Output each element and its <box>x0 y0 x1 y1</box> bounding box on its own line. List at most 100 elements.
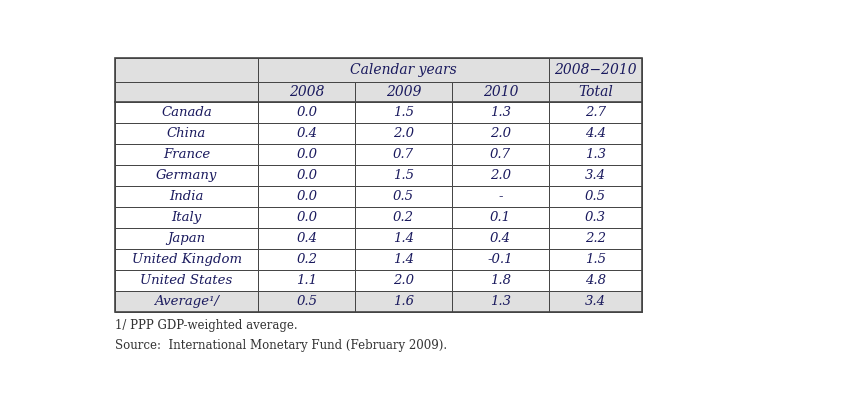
Text: 2.2: 2.2 <box>584 232 606 245</box>
Bar <box>115 144 258 165</box>
Bar <box>548 291 642 312</box>
Text: 2.0: 2.0 <box>393 127 414 140</box>
Text: 2010: 2010 <box>482 85 518 99</box>
Text: 1.4: 1.4 <box>393 232 414 245</box>
Bar <box>115 165 258 186</box>
Bar <box>355 82 452 102</box>
Text: 1.3: 1.3 <box>490 106 511 119</box>
Bar <box>452 207 548 228</box>
Bar <box>355 270 452 291</box>
Bar <box>452 82 548 102</box>
Text: 0.0: 0.0 <box>297 169 317 182</box>
Text: 0.5: 0.5 <box>393 190 414 203</box>
Bar <box>548 186 642 207</box>
Text: 0.4: 0.4 <box>490 232 511 245</box>
Bar <box>452 270 548 291</box>
Bar <box>355 165 452 186</box>
Bar <box>258 291 355 312</box>
Text: Calendar years: Calendar years <box>351 63 457 77</box>
Text: 3.4: 3.4 <box>584 169 606 182</box>
Bar <box>548 102 642 123</box>
Text: 1.5: 1.5 <box>393 106 414 119</box>
Text: 0.5: 0.5 <box>584 190 606 203</box>
Bar <box>548 165 642 186</box>
Text: 2009: 2009 <box>386 85 422 99</box>
Bar <box>452 291 548 312</box>
Text: 0.2: 0.2 <box>297 253 317 266</box>
Text: 2008: 2008 <box>289 85 325 99</box>
Text: 1.1: 1.1 <box>297 274 317 287</box>
Bar <box>258 165 355 186</box>
Bar <box>115 82 258 102</box>
Bar <box>115 58 258 82</box>
Bar <box>452 186 548 207</box>
Bar <box>258 249 355 270</box>
Text: Total: Total <box>578 85 613 99</box>
Bar <box>355 102 452 123</box>
Text: 0.0: 0.0 <box>297 106 317 119</box>
Bar <box>452 144 548 165</box>
Text: 4.8: 4.8 <box>584 274 606 287</box>
Bar <box>548 144 642 165</box>
Bar <box>115 102 258 123</box>
Text: Germany: Germany <box>156 169 218 182</box>
Text: United Kingdom: United Kingdom <box>131 253 242 266</box>
Bar <box>258 123 355 144</box>
Text: Italy: Italy <box>171 211 201 224</box>
Text: 0.0: 0.0 <box>297 190 317 203</box>
Text: 0.7: 0.7 <box>490 148 511 161</box>
Bar <box>452 228 548 249</box>
Text: 1.3: 1.3 <box>490 295 511 308</box>
Bar <box>115 291 258 312</box>
Text: 1.6: 1.6 <box>393 295 414 308</box>
Text: 3.4: 3.4 <box>584 295 606 308</box>
Bar <box>115 123 258 144</box>
Bar <box>258 144 355 165</box>
Bar <box>452 249 548 270</box>
Text: 0.4: 0.4 <box>297 232 317 245</box>
Bar <box>452 123 548 144</box>
Bar <box>355 249 452 270</box>
Bar <box>548 249 642 270</box>
Text: 0.4: 0.4 <box>297 127 317 140</box>
Text: 0.0: 0.0 <box>297 211 317 224</box>
Text: 1.5: 1.5 <box>584 253 606 266</box>
Bar <box>355 144 452 165</box>
Bar <box>258 186 355 207</box>
Bar <box>548 270 642 291</box>
Bar <box>258 207 355 228</box>
Text: Average¹/: Average¹/ <box>154 295 219 308</box>
Bar <box>452 165 548 186</box>
Text: 0.0: 0.0 <box>297 148 317 161</box>
Bar <box>355 207 452 228</box>
Text: United States: United States <box>141 274 233 287</box>
Text: 1.4: 1.4 <box>393 253 414 266</box>
Bar <box>452 102 548 123</box>
Text: Canada: Canada <box>161 106 212 119</box>
Text: 1.8: 1.8 <box>490 274 511 287</box>
Bar <box>548 82 642 102</box>
Bar <box>115 249 258 270</box>
Text: 2.0: 2.0 <box>393 274 414 287</box>
Text: -: - <box>498 190 503 203</box>
Bar <box>115 207 258 228</box>
Bar <box>258 58 548 82</box>
Bar <box>115 186 258 207</box>
Bar <box>548 228 642 249</box>
Text: 2008−2010: 2008−2010 <box>554 63 637 77</box>
Bar <box>355 186 452 207</box>
Text: Japan: Japan <box>167 232 206 245</box>
Text: 0.7: 0.7 <box>393 148 414 161</box>
Text: 4.4: 4.4 <box>584 127 606 140</box>
Text: -0.1: -0.1 <box>488 253 513 266</box>
Text: 2.7: 2.7 <box>584 106 606 119</box>
Text: France: France <box>163 148 210 161</box>
Text: India: India <box>170 190 204 203</box>
Bar <box>258 82 355 102</box>
Bar <box>548 207 642 228</box>
Bar <box>548 123 642 144</box>
Bar <box>258 102 355 123</box>
Bar <box>115 270 258 291</box>
Text: 1.3: 1.3 <box>584 148 606 161</box>
Bar <box>355 228 452 249</box>
